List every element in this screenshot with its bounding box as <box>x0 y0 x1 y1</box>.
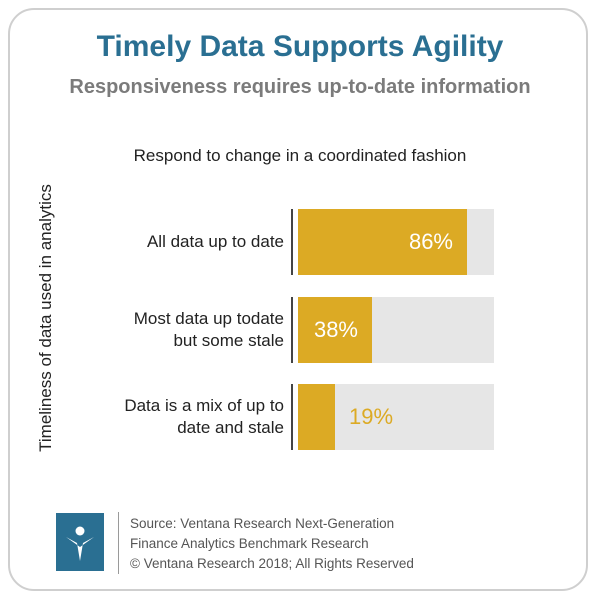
page-subtitle: Responsiveness requires up-to-date infor… <box>69 76 531 98</box>
bar <box>298 384 335 450</box>
category-label-line: but some stale <box>173 331 284 350</box>
bar-track: 19% <box>298 384 494 450</box>
data-label: 38% <box>313 317 358 342</box>
category-label: Data is a mix of up to date and stale <box>84 395 284 439</box>
category-label-line: Data is a mix of up to <box>124 396 284 415</box>
category-axis-tick <box>291 297 293 363</box>
page-title: Timely Data Supports Agility <box>96 30 504 63</box>
bar-track: 86% <box>298 209 494 275</box>
category-label: Most data up todate but some stale <box>84 308 284 352</box>
category-label: All data up to date <box>84 231 284 253</box>
category-label-line: date and stale <box>177 418 284 437</box>
source-line: Finance Analytics Benchmark Research <box>130 536 369 551</box>
data-label: 19% <box>349 404 394 429</box>
chart-title: Respond to change in a coordinated fashi… <box>133 146 467 165</box>
bar <box>298 209 467 275</box>
category-axis-tick <box>291 384 293 450</box>
category-label-line: All data up to date <box>146 232 284 251</box>
source-note: Source: Ventana Research Next-Generation… <box>130 514 414 574</box>
bar-track: 38% <box>298 297 494 363</box>
footer-divider <box>118 512 119 574</box>
category-label-line: Most data up todate <box>133 309 284 328</box>
data-label: 86% <box>408 229 453 254</box>
source-line: Source: Ventana Research Next-Generation <box>130 516 395 531</box>
copyright-line: © Ventana Research 2018; All Rights Rese… <box>130 556 414 571</box>
ventana-logo-icon <box>56 513 104 571</box>
bar <box>298 297 372 363</box>
category-axis-tick <box>291 209 293 275</box>
y-axis-label: Timeliness of data used in analytics <box>36 184 55 452</box>
